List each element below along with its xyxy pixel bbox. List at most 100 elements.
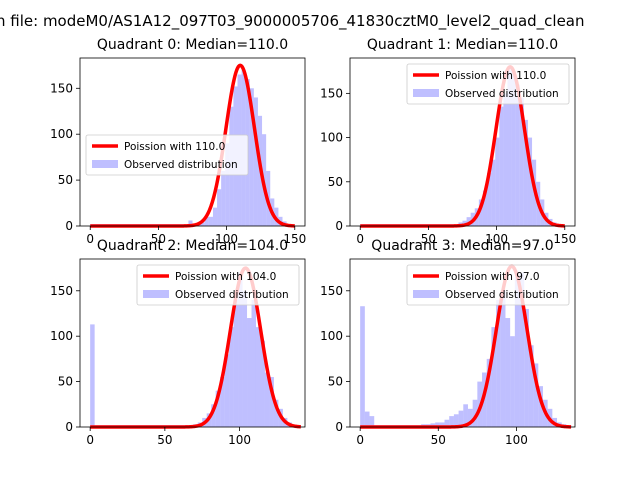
hist-bar — [528, 345, 534, 427]
y-tick-label: 0 — [335, 420, 343, 434]
legend-label: Poission with 104.0 — [175, 271, 276, 283]
subplot-3: Quadrant 3: Median=97.0 0 50 100 0 50 100 150 Po… — [320, 238, 576, 447]
hist-bar — [487, 172, 492, 226]
hist-bar — [247, 318, 252, 427]
hist-bar — [491, 327, 497, 427]
hist-bar — [188, 220, 193, 226]
x-tick-label: 100 — [215, 232, 238, 246]
hist-bar — [519, 97, 524, 226]
legend: Poission with 97.0 Observed distribution — [406, 264, 570, 306]
hist-bar — [523, 119, 528, 226]
y-tick-label: 100 — [50, 329, 73, 343]
legend: Poission with 110.0 Observed distribution — [406, 63, 570, 105]
hist-bar — [90, 324, 95, 427]
hist-bar — [200, 222, 205, 226]
hist-bar — [458, 410, 464, 427]
legend-box — [85, 134, 249, 176]
hist-bar — [500, 290, 506, 427]
hist-bar — [463, 404, 468, 427]
hist-bar — [503, 93, 508, 226]
legend-label: Observed distribution — [124, 159, 238, 171]
hist-bar — [264, 372, 270, 427]
subplot-0: Quadrant 0: Median=110.0 0 50 100 150 0 50 100 1… — [50, 37, 306, 246]
hist-bar — [220, 377, 225, 427]
subplots-container: Quadrant 0: Median=110.0 0 50 100 150 0 50 100 1… — [50, 37, 576, 447]
legend-box — [406, 63, 570, 105]
y-tick-label: 100 — [320, 329, 343, 343]
hist-bar — [505, 318, 511, 427]
axes-frame — [349, 258, 576, 428]
y-tick-label: 50 — [58, 173, 73, 187]
figure-suptitle: n file: modeM0/AS1A12_097T03_9000005706_… — [0, 12, 585, 31]
hist-bar — [251, 299, 256, 427]
hist-bar — [524, 308, 529, 427]
hist-bar — [482, 190, 488, 226]
hist-bar — [496, 299, 501, 427]
hist-bar — [242, 290, 248, 427]
hist-bar — [224, 354, 230, 427]
subplot-2: Quadrant 2: Median=104.0 0 50 100 0 50 100 150 P… — [50, 238, 306, 447]
hist-bar — [449, 416, 454, 427]
hist-bar — [472, 399, 478, 427]
y-tick-label: 50 — [328, 375, 343, 389]
y-tick-label: 150 — [320, 86, 343, 100]
x-tick-label: 0 — [86, 433, 94, 447]
legend-label: Observed distribution — [175, 289, 289, 301]
y-tick-label: 0 — [335, 219, 343, 233]
hist-bar — [217, 189, 222, 226]
legend-label: Poission with 97.0 — [445, 271, 540, 283]
hist-bar — [273, 399, 279, 427]
hist-bar — [495, 137, 500, 226]
hist-bar — [253, 97, 258, 227]
hist-bar — [204, 216, 209, 226]
legend-patch-swatch — [413, 89, 439, 97]
y-tick-label: 0 — [65, 420, 73, 434]
legend-patch-swatch — [413, 290, 439, 298]
hist-bar — [514, 277, 520, 427]
hist-bar — [238, 272, 243, 427]
hist-bar — [507, 66, 512, 226]
legend-label: Poission with 110.0 — [124, 141, 225, 153]
subplot-1: Quadrant 1: Median=110.0 0 50 100 150 0 50 100 1… — [320, 37, 576, 246]
hist-bar — [435, 422, 440, 427]
x-tick-label: 50 — [421, 232, 436, 246]
x-tick-label: 0 — [356, 232, 364, 246]
hist-bar — [260, 340, 265, 427]
legend: Poission with 104.0 Observed distribution — [136, 264, 300, 306]
hist-bar — [491, 159, 496, 226]
hist-bar — [208, 216, 213, 226]
legend-box — [136, 264, 300, 306]
hist-bar — [527, 137, 533, 226]
hist-bar — [467, 408, 473, 427]
subplot-title: Quadrant 2: Median=104.0 — [97, 238, 288, 254]
x-tick-label: 50 — [157, 433, 172, 447]
hist-bar — [212, 207, 218, 226]
hist-bar — [360, 306, 365, 427]
hist-bar — [444, 419, 450, 427]
hist-bar — [364, 411, 370, 427]
x-tick-label: 100 — [505, 433, 528, 447]
hist-bar — [538, 386, 543, 427]
y-tick-label: 50 — [58, 375, 73, 389]
hist-bar — [229, 327, 234, 427]
x-tick-label: 150 — [283, 232, 306, 246]
legend-patch-swatch — [143, 290, 169, 298]
hist-bar — [211, 404, 216, 427]
hist-bar — [499, 106, 504, 226]
hist-bar — [453, 414, 459, 427]
y-tick-label: 0 — [65, 219, 73, 233]
y-tick-label: 150 — [50, 81, 73, 95]
subplot-title: Quadrant 3: Median=97.0 — [371, 238, 553, 254]
x-tick-label: 100 — [485, 232, 508, 246]
hist-bar — [533, 363, 539, 427]
hist-bar — [255, 327, 261, 427]
legend-label: Observed distribution — [445, 289, 559, 301]
y-tick-label: 150 — [320, 284, 343, 298]
hist-bar — [466, 217, 471, 226]
x-tick-label: 50 — [431, 433, 446, 447]
axes-frame — [349, 57, 576, 227]
y-tick-label: 100 — [50, 127, 73, 141]
x-tick-label: 150 — [553, 232, 576, 246]
hist-bar — [515, 84, 520, 227]
legend: Poission with 110.0 Observed distribution — [85, 134, 249, 176]
